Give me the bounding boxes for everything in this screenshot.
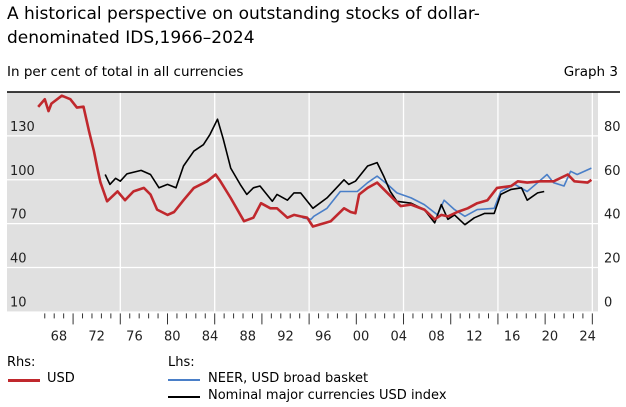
x-tick-label: 92	[277, 329, 294, 344]
x-tick-label: 20	[542, 329, 559, 344]
legend-swatch-neer	[168, 379, 200, 381]
right-tick-label: 80	[604, 120, 621, 135]
series-line-nominal-major-currencies-usd-index	[104, 118, 545, 226]
legend-rhs-header: Rhs:	[7, 355, 36, 370]
x-tick-label: 80	[164, 329, 181, 344]
right-tick-label: 0	[604, 295, 612, 310]
chart-subtitle: In per cent of total in all currencies	[7, 64, 244, 80]
x-tick-label: 12	[466, 329, 483, 344]
x-tick-label: 00	[353, 329, 370, 344]
left-tick-label: 70	[10, 208, 27, 223]
x-tick-label: 04	[391, 329, 408, 344]
x-tick-label: 88	[239, 329, 256, 344]
legend-swatch-nominal	[168, 396, 200, 398]
chart-title: A historical perspective on outstanding …	[7, 4, 480, 48]
x-tick-label: 84	[202, 329, 219, 344]
right-tick-label: 20	[604, 252, 621, 267]
left-tick-label: 130	[10, 120, 35, 135]
legend-label-nominal: Nominal major currencies USD index	[208, 388, 447, 403]
series-line-usd	[37, 94, 593, 228]
series-line-neer-usd-broad-basket	[302, 167, 592, 221]
x-tick-label: 68	[51, 329, 68, 344]
x-tick-label: 96	[315, 329, 332, 344]
legend-lhs-header: Lhs:	[168, 355, 195, 370]
x-tick-label: 76	[126, 329, 143, 344]
x-tick-label: 24	[579, 329, 596, 344]
legend-label-usd: USD	[47, 371, 75, 386]
x-tick-label: 08	[428, 329, 445, 344]
right-tick-label: 40	[604, 208, 621, 223]
x-tick-label: 16	[504, 329, 521, 344]
graph-label: Graph 3	[563, 64, 618, 80]
right-tick-label: 60	[604, 164, 621, 179]
left-tick-label: 40	[10, 252, 27, 267]
left-tick-label: 10	[10, 295, 27, 310]
legend-swatch-usd	[8, 379, 40, 382]
plot-background	[7, 92, 598, 312]
legend-label-neer: NEER, USD broad basket	[208, 371, 369, 386]
left-tick-label: 100	[10, 164, 35, 179]
x-tick-label: 72	[88, 329, 105, 344]
